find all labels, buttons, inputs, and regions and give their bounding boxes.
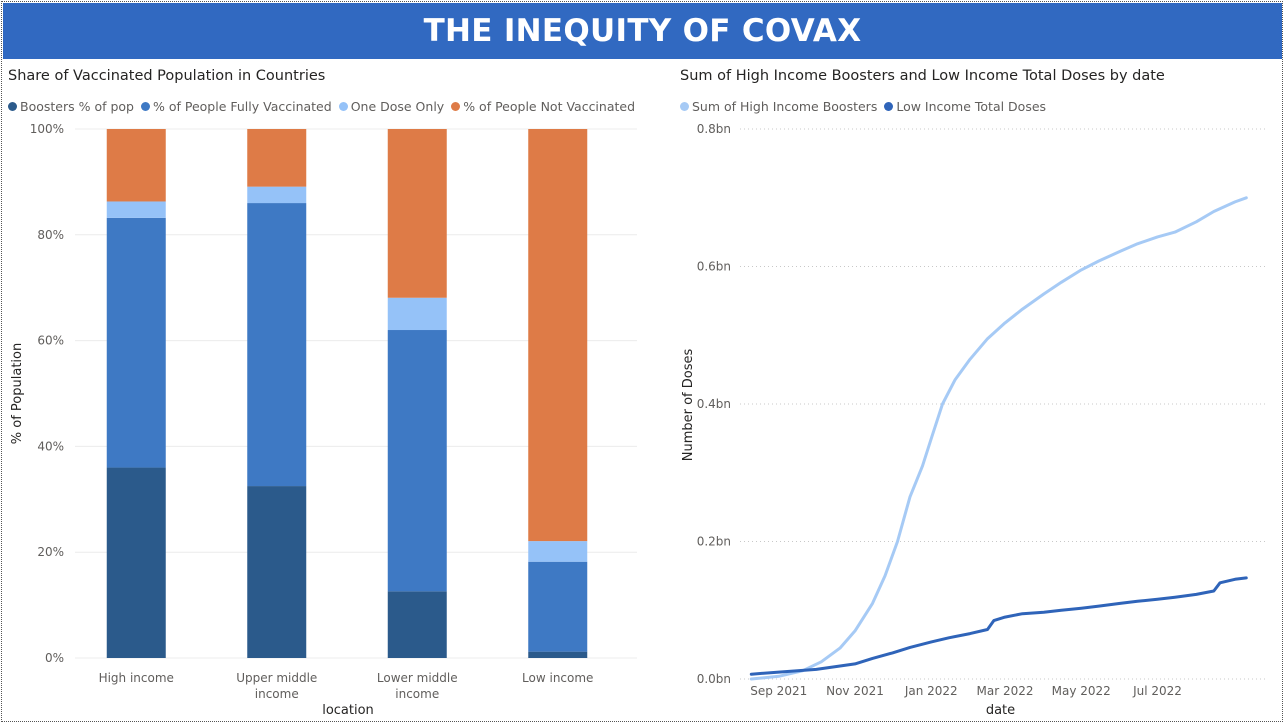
legend-label: % of People Not Vaccinated [463, 99, 636, 114]
bar-segment [106, 217, 166, 468]
x-tick-label: May 2022 [1052, 684, 1111, 698]
bar-chart: 0% 20% 40% 60% 80% 100% High income Upper middl… [10, 122, 637, 718]
legend-marker-icon [451, 102, 461, 111]
bar-segment [106, 201, 166, 218]
line-legend-item-0[interactable]: Sum of High Income Boosters [680, 99, 877, 114]
legend-marker-icon [338, 102, 348, 111]
x-tick-label: income [395, 687, 439, 701]
bar-legend-item-2[interactable]: One Dose Only [338, 99, 445, 114]
y-axis-title: % of Population [10, 343, 25, 444]
bar-segment [528, 561, 588, 652]
bar-segment [387, 591, 447, 658]
y-tick-label: 100% [30, 122, 64, 136]
bar-segment [528, 129, 588, 542]
x-tick-label: Jul 2022 [1132, 684, 1182, 698]
y-tick-label: 40% [37, 439, 64, 453]
bar-segment [528, 651, 588, 658]
x-tick-label: income [255, 687, 299, 701]
x-tick-label: Sep 2021 [750, 684, 807, 698]
x-axis-title: location [322, 703, 374, 718]
bar-segment [387, 129, 447, 298]
legend-marker-icon [680, 102, 689, 111]
bar-legend-item-3[interactable]: % of People Not Vaccinated [451, 99, 635, 114]
bar-segment [387, 330, 447, 592]
line-legend-item-1[interactable]: Low Income Total Doses [884, 99, 1046, 114]
line-chart-legend: Sum of High Income Boosters Low Income To… [680, 99, 1053, 114]
y-tick-label: 20% [37, 545, 64, 559]
y-tick-label: 0.4bn [697, 397, 731, 411]
x-axis-title: date [986, 703, 1015, 718]
y-tick-label: 0.6bn [697, 260, 731, 274]
x-tick-label: Mar 2022 [977, 684, 1034, 698]
legend-label: Low Income Total Doses [896, 99, 1047, 114]
x-tick-label: Lower middle [377, 671, 458, 685]
bar-segment [247, 486, 307, 658]
y-tick-label: 0.0bn [697, 672, 731, 686]
bar-legend-item-1[interactable]: % of People Fully Vaccinated [141, 99, 332, 114]
legend-label: Sum of High Income Boosters [692, 99, 878, 114]
bar-segment [247, 129, 307, 187]
series-line [749, 576, 1248, 676]
bar-segment [247, 203, 307, 487]
x-tick-label: Low income [522, 671, 593, 685]
x-tick-label: Jan 2022 [904, 684, 958, 698]
bar-segment [247, 186, 307, 204]
y-tick-label: 80% [37, 228, 64, 242]
series-line [749, 196, 1248, 681]
bar-chart-title: Share of Vaccinated Population in Countr… [8, 68, 326, 84]
y-tick-label: 0% [45, 651, 64, 665]
y-tick-label: 0.8bn [697, 122, 731, 136]
legend-marker-icon [884, 102, 894, 111]
legend-label: Boosters % of pop [20, 99, 134, 114]
x-tick-label: Upper middle [236, 671, 317, 685]
bar-segment [106, 129, 166, 202]
bar-segment [528, 541, 588, 562]
legend-marker-icon [8, 102, 17, 111]
bar-segment [106, 467, 166, 658]
legend-label: % of People Fully Vaccinated [153, 99, 332, 114]
y-tick-label: 0.2bn [697, 535, 731, 549]
report-title: THE INEQUITY OF COVAX [3, 3, 1282, 59]
x-tick-label: High income [99, 671, 174, 685]
line-chart: 0.0bn 0.2bn 0.4bn 0.6bn 0.8bn Sep 2021 Nov 202… [681, 122, 1265, 718]
bar-legend-item-0[interactable]: Boosters % of pop [8, 99, 134, 114]
bar-chart-legend: Boosters % of pop % of People Fully Vacci… [8, 99, 642, 114]
legend-marker-icon [141, 102, 150, 111]
x-tick-label: Nov 2021 [826, 684, 884, 698]
y-axis-title: Number of Doses [681, 349, 696, 462]
line-chart-title: Sum of High Income Boosters and Low Inco… [680, 68, 1165, 84]
y-tick-label: 60% [37, 334, 64, 348]
legend-label: One Dose Only [350, 99, 445, 114]
bar-segment [387, 297, 447, 331]
